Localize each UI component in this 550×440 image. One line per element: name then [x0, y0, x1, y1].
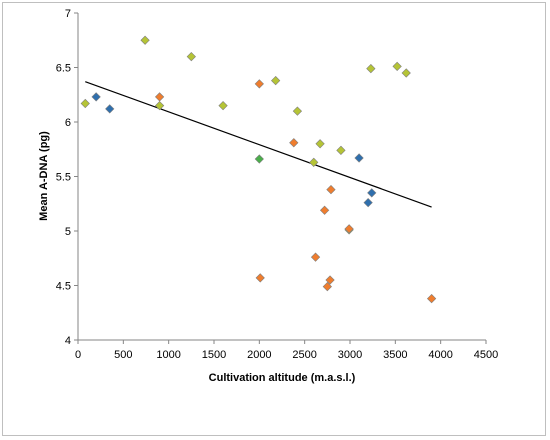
- x-tick-label: 500: [114, 349, 132, 361]
- x-tick-label: 0: [75, 349, 81, 361]
- data-point-series-2: [289, 138, 299, 148]
- data-point-series-2: [426, 293, 437, 304]
- data-point-series-3: [105, 104, 115, 114]
- x-tick-label: 2000: [247, 349, 271, 361]
- data-point-series-2: [310, 252, 321, 262]
- data-point-series-1: [401, 68, 411, 78]
- y-axis-ticks: 4 4.5 5 5.5 6 6.5 7: [56, 8, 78, 347]
- data-point-series-2: [254, 79, 264, 89]
- data-point-series-3: [363, 198, 373, 208]
- x-axis-ticks: 0 500 1000 1500 2000 2500 3000 3500 4000 4500: [75, 340, 498, 361]
- y-tick-label: 5: [65, 226, 71, 238]
- data-point-series-2: [255, 273, 265, 283]
- data-point-series-1: [218, 101, 228, 111]
- data-point-series-1: [366, 63, 376, 74]
- data-point-series-1: [392, 61, 402, 72]
- data-point-series-3: [91, 92, 101, 102]
- data-point-series-1: [292, 106, 303, 116]
- data-point-series-2: [154, 92, 165, 102]
- data-point-series-2: [322, 281, 332, 292]
- y-axis-title: Mean A-DNA (pg): [38, 131, 50, 221]
- x-tick-label: 4500: [474, 349, 498, 361]
- trendline: [85, 81, 432, 208]
- y-tick-label: 6.5: [56, 63, 71, 75]
- data-point-series-1: [80, 98, 90, 109]
- y-tick-label: 4: [65, 335, 71, 347]
- x-tick-label: 3000: [338, 349, 362, 361]
- trendline-group: [85, 81, 432, 208]
- data-point-series-3: [367, 188, 377, 198]
- y-tick-label: 5.5: [56, 172, 71, 184]
- data-point-series-4: [254, 154, 264, 164]
- data-point-series-2: [319, 205, 330, 215]
- data-point-series-2: [325, 275, 335, 285]
- x-tick-label: 4000: [428, 349, 452, 361]
- data-point-series-3: [354, 153, 364, 163]
- data-points: [80, 35, 437, 304]
- chart-frame: [2, 2, 546, 436]
- plot-area: [77, 13, 486, 341]
- data-point-series-1: [140, 35, 150, 45]
- x-axis-title: Cultivation altitude (m.a.s.l.): [209, 372, 356, 384]
- data-point-series-1: [336, 145, 346, 155]
- x-tick-label: 3500: [383, 349, 407, 361]
- x-tick-label: 1000: [156, 349, 180, 361]
- data-point-series-1: [186, 51, 196, 62]
- y-tick-label: 4.5: [56, 281, 71, 293]
- x-tick-label: 2500: [292, 349, 316, 361]
- data-point-series-1: [309, 157, 319, 167]
- y-tick-label: 6: [65, 117, 71, 129]
- y-tick-label: 7: [65, 8, 71, 20]
- data-point-series-1: [315, 139, 325, 149]
- x-tick-label: 1500: [202, 349, 226, 361]
- data-point-series-2: [344, 224, 354, 234]
- data-point-series-2: [326, 184, 336, 195]
- data-point-series-1: [271, 75, 281, 86]
- data-point-series-1: [154, 101, 165, 111]
